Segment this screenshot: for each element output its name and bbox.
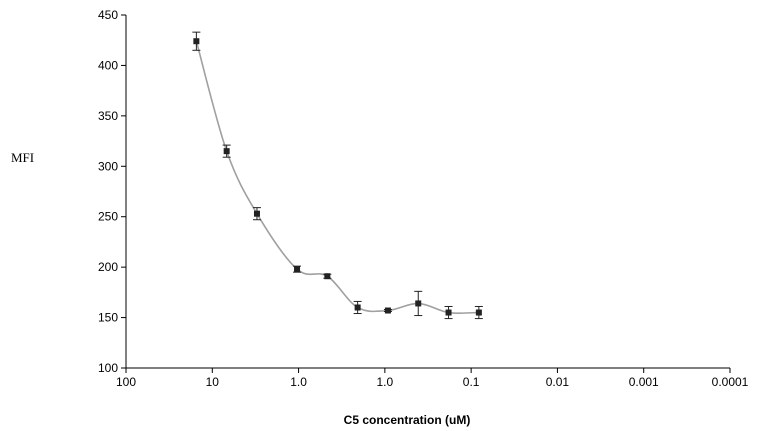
data-point (324, 273, 331, 280)
y-tick-label: 400 (98, 58, 118, 72)
data-point (384, 307, 391, 314)
x-tick-label: 1.0 (290, 375, 307, 389)
data-point (193, 38, 200, 45)
y-tick-label: 300 (98, 159, 118, 173)
x-tick-label: 0.0001 (712, 375, 749, 389)
series-group (192, 31, 483, 320)
x-tick-label: 0.1 (463, 375, 480, 389)
y-tick-label: 450 (98, 8, 118, 22)
x-tick-label: 0.001 (629, 375, 659, 389)
y-axis-ticks: 100 150 200 250 300 350 400 450 (98, 8, 126, 375)
data-point (223, 148, 230, 155)
data-point (475, 309, 482, 316)
x-tick-label: 10 (206, 375, 220, 389)
axes (125, 15, 730, 369)
data-point (294, 266, 301, 273)
series-line (195, 41, 479, 314)
y-tick-label: 200 (98, 260, 118, 274)
y-tick-label: 150 (98, 311, 118, 325)
x-axis-label: C5 concentration (uM) (344, 413, 471, 427)
x-tick-label: 1.0 (377, 375, 394, 389)
x-axis-ticks: 100 10 1.0 1.0 0.1 0.01 0.001 0.0001 (116, 368, 749, 389)
y-axis-label: MFI (11, 150, 34, 165)
y-tick-label: 250 (98, 210, 118, 224)
data-point (445, 309, 452, 316)
y-tick-label: 100 (98, 361, 118, 375)
data-point (415, 300, 422, 307)
x-tick-label: 0.01 (546, 375, 570, 389)
y-tick-label: 350 (98, 109, 118, 123)
x-tick-label: 100 (116, 375, 136, 389)
data-point (354, 304, 361, 311)
data-point (253, 210, 260, 217)
